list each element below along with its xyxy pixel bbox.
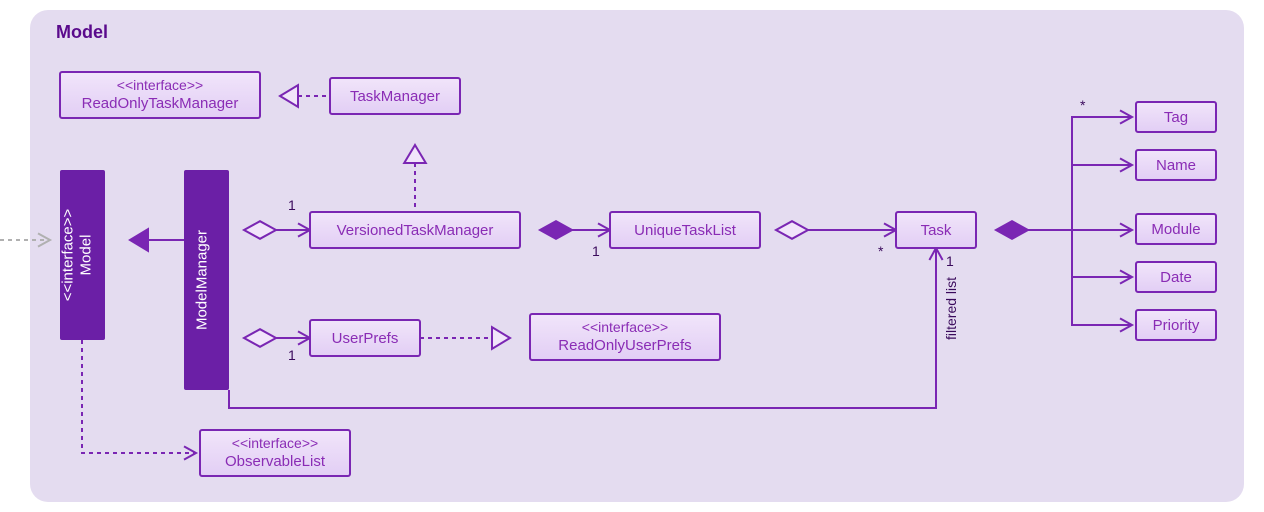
- svg-text:<<interface>>: <<interface>>: [60, 208, 77, 301]
- node-model_if: <<interface>>Model: [60, 170, 106, 340]
- node-versioned_tm: VersionedTaskManager: [310, 212, 520, 248]
- diagram-title: Model: [56, 22, 108, 42]
- svg-text:Date: Date: [1160, 269, 1192, 286]
- svg-text:<<interface>>: <<interface>>: [582, 319, 668, 335]
- node-user_prefs: UserPrefs: [310, 320, 420, 356]
- node-priority: Priority: [1136, 310, 1216, 340]
- svg-text:ModelManager: ModelManager: [194, 230, 211, 330]
- svg-text:Tag: Tag: [1164, 109, 1188, 126]
- node-unique_tl: UniqueTaskList: [610, 212, 760, 248]
- svg-text:ReadOnlyTaskManager: ReadOnlyTaskManager: [82, 95, 239, 112]
- svg-text:VersionedTaskManager: VersionedTaskManager: [337, 222, 494, 239]
- node-readonly_up: <<interface>> ReadOnlyUserPrefs: [530, 314, 720, 360]
- node-tag: Tag: [1136, 102, 1216, 132]
- svg-text:UserPrefs: UserPrefs: [332, 330, 399, 347]
- node-readonly_tm: <<interface>> ReadOnlyTaskManager: [60, 72, 260, 118]
- svg-text:UniqueTaskList: UniqueTaskList: [634, 222, 737, 239]
- svg-text:Model: Model: [78, 235, 95, 276]
- svg-text:TaskManager: TaskManager: [350, 88, 440, 105]
- svg-text:ReadOnlyUserPrefs: ReadOnlyUserPrefs: [558, 337, 691, 354]
- svg-text:<<interface>>: <<interface>>: [117, 77, 203, 93]
- svg-text:Task: Task: [921, 222, 952, 239]
- svg-text:1: 1: [288, 347, 296, 363]
- svg-text:Name: Name: [1156, 157, 1196, 174]
- node-task_manager: TaskManager: [330, 78, 460, 114]
- svg-text:filtered list: filtered list: [943, 277, 959, 340]
- node-date: Date: [1136, 262, 1216, 292]
- node-task: Task: [896, 212, 976, 248]
- svg-text:<<interface>>: <<interface>>: [232, 435, 318, 451]
- svg-text:*: *: [878, 243, 884, 259]
- svg-text:Priority: Priority: [1153, 317, 1200, 334]
- node-name: Name: [1136, 150, 1216, 180]
- svg-text:1: 1: [946, 253, 954, 269]
- node-model_mgr: ModelManager: [184, 170, 229, 390]
- svg-text:ObservableList: ObservableList: [225, 453, 326, 470]
- node-observable: <<interface>> ObservableList: [200, 430, 350, 476]
- svg-text:1: 1: [288, 197, 296, 213]
- svg-text:Module: Module: [1151, 221, 1200, 238]
- svg-text:1: 1: [592, 243, 600, 259]
- node-module: Module: [1136, 214, 1216, 244]
- svg-text:*: *: [1080, 97, 1086, 113]
